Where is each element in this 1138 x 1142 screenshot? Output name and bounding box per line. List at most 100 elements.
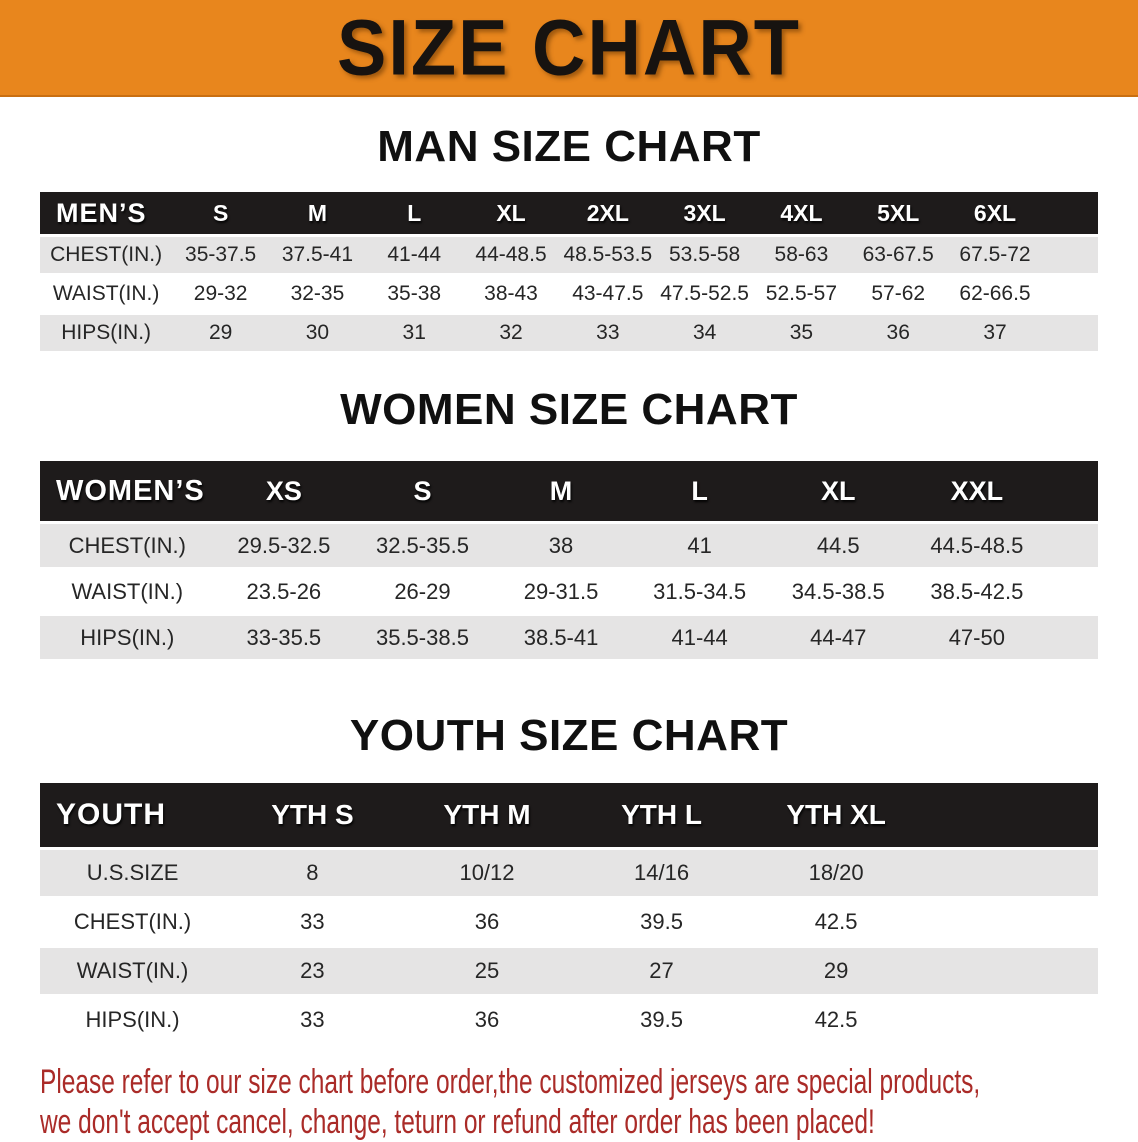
size-column-header: 3XL [656, 192, 754, 234]
measurement-value: 32-35 [269, 276, 366, 312]
size-column-header: 6XL [946, 192, 1044, 234]
measurement-label: HIPS(IN.) [40, 315, 173, 351]
measurement-label: WAIST(IN.) [40, 276, 173, 312]
measurement-value: 47-50 [907, 616, 1047, 659]
measurement-label: U.S.SIZE [40, 850, 226, 896]
measurement-value: 31.5-34.5 [630, 570, 769, 613]
measurement-value: 10/12 [399, 850, 575, 896]
row-filler-cell [1046, 616, 1098, 659]
measurement-value: 29-31.5 [491, 570, 631, 613]
measurement-value: 41 [630, 524, 769, 567]
measurement-value: 41-44 [630, 616, 769, 659]
measurement-value: 44.5-48.5 [907, 524, 1047, 567]
header-filler-cell [1046, 461, 1098, 521]
measurement-value: 30 [269, 315, 366, 351]
size-column-header: YTH M [399, 783, 575, 847]
measurement-value: 29 [172, 315, 270, 351]
table-title-cell: MEN’S [40, 192, 173, 234]
measurement-value: 33-35.5 [214, 616, 354, 659]
measurement-value: 25 [399, 948, 575, 994]
row-filler-cell [1043, 315, 1098, 351]
measurement-value: 42.5 [748, 997, 924, 1043]
measurement-value: 34.5-38.5 [768, 570, 908, 613]
measurement-label: CHEST(IN.) [40, 237, 173, 273]
measurement-value: 47.5-52.5 [656, 276, 754, 312]
measurement-value: 35.5-38.5 [353, 616, 492, 659]
size-chart-banner: SIZE CHART [0, 0, 1138, 97]
measurement-row: HIPS(IN.) 29 30 31 32 33 34 35 36 37 [40, 315, 1098, 351]
size-header-row: WOMEN’S XS S M L XL XXL [40, 461, 1098, 521]
measurement-value: 37 [946, 315, 1044, 351]
banner-title: SIZE CHART [337, 3, 801, 92]
measurement-value: 48.5-53.5 [559, 237, 657, 273]
measurement-value: 52.5-57 [753, 276, 850, 312]
measurement-value: 33 [225, 899, 400, 945]
size-column-header: XXL [907, 461, 1047, 521]
size-column-header: L [630, 461, 769, 521]
measurement-value: 38-43 [462, 276, 560, 312]
size-column-header: S [172, 192, 270, 234]
size-column-header: S [353, 461, 492, 521]
measurement-value: 23 [225, 948, 400, 994]
size-column-header: 4XL [753, 192, 850, 234]
measurement-row: CHEST(IN.) 29.5-32.5 32.5-35.5 38 41 44.5 44.5… [40, 524, 1098, 567]
table-title-cell: YOUTH [40, 783, 226, 847]
size-header-row: MEN’S S M L XL 2XL 3XL 4XL 5XL 6XL [40, 192, 1098, 234]
men-size-section: MAN SIZE CHART MEN’S S M L XL 2XL 3XL 4XL 5XL 6XL… [0, 121, 1138, 354]
measurement-value: 42.5 [748, 899, 924, 945]
measurement-value: 35 [753, 315, 850, 351]
size-column-header: XL [462, 192, 560, 234]
order-disclaimer: Please refer to our size chart before or… [40, 1062, 981, 1142]
size-column-header: YTH S [225, 783, 400, 847]
size-column-header: L [365, 192, 463, 234]
women-size-section: WOMEN SIZE CHART WOMEN’S XS S M L XL XXL CHEST(… [0, 384, 1138, 662]
row-filler-cell [1043, 237, 1098, 273]
youth-size-section: YOUTH SIZE CHART YOUTH YTH S YTH M YTH L YTH… [0, 710, 1138, 1046]
row-filler-cell [923, 899, 1098, 945]
measurement-value: 44-48.5 [462, 237, 560, 273]
measurement-value: 63-67.5 [849, 237, 947, 273]
measurement-row: WAIST(IN.) 23 25 27 29 [40, 948, 1098, 994]
size-column-header: M [269, 192, 366, 234]
measurement-value: 36 [399, 899, 575, 945]
measurement-value: 36 [399, 997, 575, 1043]
measurement-value: 37.5-41 [269, 237, 366, 273]
measurement-row: HIPS(IN.) 33 36 39.5 42.5 [40, 997, 1098, 1043]
measurement-value: 34 [656, 315, 754, 351]
measurement-value: 31 [365, 315, 463, 351]
measurement-value: 44.5 [768, 524, 908, 567]
youth-size-table: YOUTH YTH S YTH M YTH L YTH XL U.S.SIZE 8 10/12… [40, 780, 1098, 1046]
row-filler-cell [923, 997, 1098, 1043]
row-filler-cell [923, 850, 1098, 896]
men-size-table: MEN’S S M L XL 2XL 3XL 4XL 5XL 6XL CHEST(IN.) 35-37… [40, 189, 1098, 354]
women-section-heading: WOMEN SIZE CHART [340, 385, 798, 434]
measurement-value: 57-62 [849, 276, 947, 312]
measurement-value: 44-47 [768, 616, 908, 659]
size-column-header: YTH L [574, 783, 749, 847]
measurement-value: 41-44 [365, 237, 463, 273]
size-column-header: 5XL [849, 192, 947, 234]
measurement-row: CHEST(IN.) 35-37.5 37.5-41 41-44 44-48.5 48.5… [40, 237, 1098, 273]
measurement-row: U.S.SIZE 8 10/12 14/16 18/20 [40, 850, 1098, 896]
measurement-value: 8 [225, 850, 400, 896]
disclaimer-line-1: Please refer to our size chart before or… [40, 1063, 981, 1101]
measurement-value: 14/16 [574, 850, 749, 896]
measurement-value: 18/20 [748, 850, 924, 896]
men-section-heading: MAN SIZE CHART [377, 122, 761, 171]
measurement-value: 38.5-41 [491, 616, 631, 659]
header-filler-cell [1043, 192, 1098, 234]
measurement-value: 39.5 [574, 997, 749, 1043]
measurement-value: 36 [849, 315, 947, 351]
measurement-label: HIPS(IN.) [40, 616, 215, 659]
row-filler-cell [923, 948, 1098, 994]
measurement-value: 23.5-26 [214, 570, 354, 613]
measurement-label: WAIST(IN.) [40, 570, 215, 613]
women-size-table: WOMEN’S XS S M L XL XXL CHEST(IN.) 29.5-32.5 32.5… [40, 458, 1098, 662]
measurement-row: WAIST(IN.) 29-32 32-35 35-38 38-43 43-47.5 47.… [40, 276, 1098, 312]
measurement-row: HIPS(IN.) 33-35.5 35.5-38.5 38.5-41 41-44 44-… [40, 616, 1098, 659]
youth-section-heading: YOUTH SIZE CHART [349, 711, 789, 760]
measurement-value: 43-47.5 [559, 276, 657, 312]
size-column-header: XS [214, 461, 354, 521]
measurement-value: 39.5 [574, 899, 749, 945]
size-header-row: YOUTH YTH S YTH M YTH L YTH XL [40, 783, 1098, 847]
